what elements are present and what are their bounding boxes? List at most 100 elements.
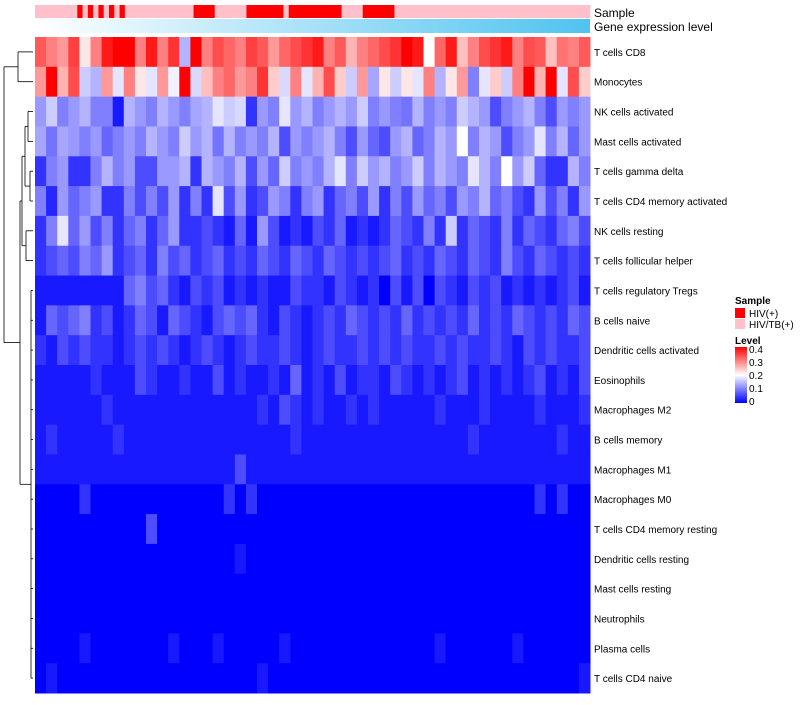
heatmap-cell <box>312 305 325 336</box>
heatmap-cell <box>157 215 169 247</box>
heatmap-cell <box>234 394 247 426</box>
heatmap-cell <box>534 603 547 634</box>
heatmap-cell <box>401 66 413 98</box>
sample-annotation-cell <box>167 5 173 18</box>
heatmap-cell <box>46 335 58 366</box>
heatmap-cell <box>490 454 502 485</box>
heatmap-cell <box>146 365 158 396</box>
heatmap-cell <box>379 156 391 187</box>
heatmap-cell <box>79 663 91 694</box>
heatmap-cell <box>112 543 125 575</box>
heatmap-cell <box>567 66 580 98</box>
heatmap-cell <box>290 245 302 277</box>
heatmap-cell <box>434 156 447 187</box>
heatmap-cell <box>567 215 580 247</box>
heatmap-cell <box>223 394 236 426</box>
heatmap-cell <box>35 603 47 634</box>
heatmap-cell <box>456 156 469 187</box>
heatmap-cell <box>390 186 402 217</box>
heatmap-cell <box>445 484 458 515</box>
heatmap-cell <box>368 394 380 426</box>
heatmap-cell <box>445 514 458 545</box>
heatmap-cell <box>467 454 480 485</box>
heatmap-cell <box>323 186 336 217</box>
heatmap-cell <box>334 514 347 545</box>
sample-annotation-cell <box>558 5 564 18</box>
heatmap-cell <box>390 573 402 605</box>
heatmap-cell <box>79 365 91 396</box>
heatmap-cell <box>345 484 358 515</box>
heatmap-cell <box>101 245 114 277</box>
heatmap-cell <box>245 37 258 68</box>
heatmap-cell <box>567 484 580 515</box>
heatmap-cell <box>390 394 402 426</box>
heatmap-cell <box>523 454 535 485</box>
heatmap-cell <box>501 126 513 157</box>
heatmap-cell <box>445 424 458 455</box>
heatmap-cell <box>257 663 269 694</box>
sample-annotation-cell <box>87 5 94 18</box>
sample-annotation-cell <box>526 5 533 18</box>
heatmap-cell <box>68 633 80 664</box>
heatmap-cell <box>57 663 69 694</box>
heatmap-cell <box>268 603 280 634</box>
heatmap-cell <box>57 335 69 366</box>
heatmap-cell <box>157 514 169 545</box>
heatmap-cell <box>157 156 169 187</box>
heatmap-cell <box>368 186 380 217</box>
heatmap-cell <box>434 514 447 545</box>
heatmap-cell <box>68 663 80 694</box>
heatmap-cell <box>434 305 447 336</box>
heatmap-cell <box>456 186 469 217</box>
heatmap-cell <box>179 484 191 515</box>
heatmap-cell <box>323 335 336 366</box>
sample-annotation-cell <box>346 5 353 18</box>
heatmap-cell <box>35 663 47 694</box>
heatmap-cell <box>412 215 424 247</box>
heatmap-cell <box>423 365 436 396</box>
heatmap-cell <box>57 514 69 545</box>
heatmap-cell <box>445 215 458 247</box>
heatmap-cell <box>212 245 225 277</box>
heatmap-cell <box>534 215 547 247</box>
heatmap-cell <box>212 156 225 187</box>
heatmap-cell <box>245 186 258 217</box>
heatmap-cell <box>578 543 591 575</box>
heatmap-cell <box>390 454 402 485</box>
heatmap-cell <box>479 633 491 664</box>
heatmap-cell <box>279 126 291 157</box>
heatmap-cell <box>245 126 258 157</box>
heatmap-cell <box>401 633 413 664</box>
heatmap-cell <box>501 186 513 217</box>
heatmap-cell <box>46 156 58 187</box>
heatmap-cell <box>490 66 502 98</box>
heatmap-cell <box>390 305 402 336</box>
heatmap-cell <box>334 37 347 68</box>
heatmap-cell <box>68 215 80 247</box>
heatmap-cell <box>223 186 236 217</box>
heatmap-cell <box>379 275 391 306</box>
heatmap-cell <box>90 484 103 515</box>
heatmap-cell <box>234 37 247 68</box>
heatmap-cell <box>501 156 513 187</box>
heatmap-cell <box>279 66 291 98</box>
heatmap-cell <box>268 186 280 217</box>
heatmap-cell <box>190 215 202 247</box>
heatmap-cell <box>134 156 147 187</box>
heatmap-cell <box>534 186 547 217</box>
heatmap-cell <box>157 484 169 515</box>
heatmap-cell <box>578 514 591 545</box>
heatmap-cell <box>257 603 269 634</box>
heatmap-cell <box>445 573 458 605</box>
heatmap-cell <box>123 37 136 68</box>
heatmap-cell <box>445 603 458 634</box>
heatmap-cell <box>123 275 136 306</box>
heatmap-cell <box>234 305 247 336</box>
heatmap-cell <box>46 305 58 336</box>
heatmap-cell <box>201 514 214 545</box>
heatmap-cell <box>445 126 458 157</box>
heatmap-cell <box>79 275 91 306</box>
heatmap-cell <box>412 424 424 455</box>
heatmap-cell <box>146 215 158 247</box>
heatmap-cell <box>112 454 125 485</box>
